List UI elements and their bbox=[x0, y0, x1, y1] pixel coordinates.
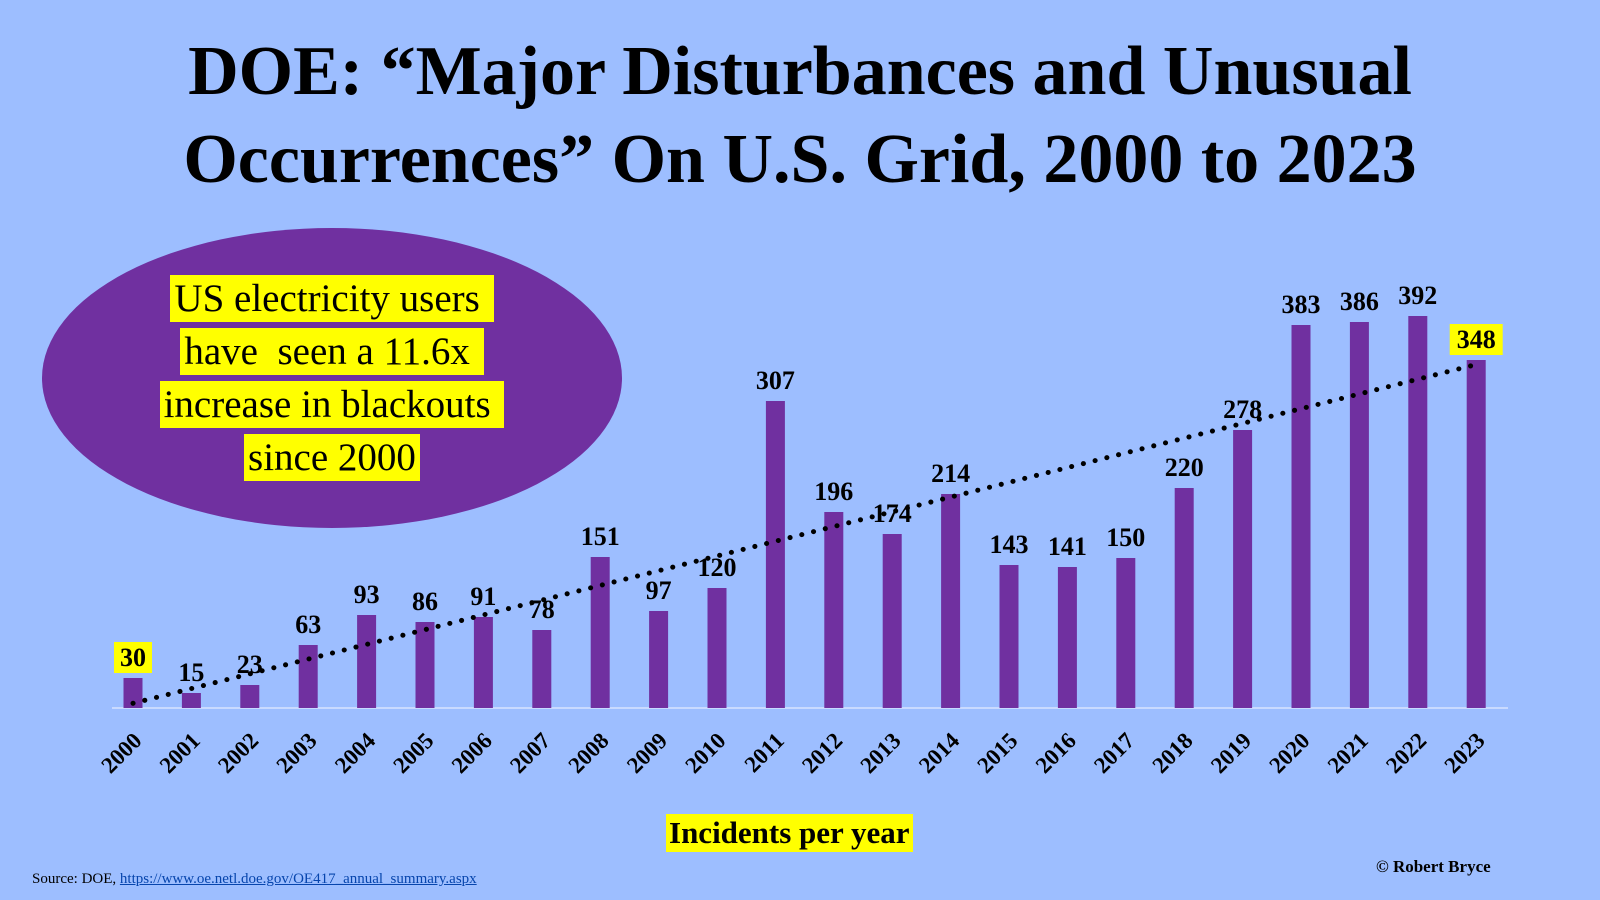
trend-line bbox=[130, 362, 1479, 706]
callout-line-3: increase in blackouts bbox=[159, 381, 505, 428]
data-label-2001: 15 bbox=[178, 658, 204, 687]
x-tick-label-2002: 2002 bbox=[213, 728, 263, 778]
x-tick-label-2021: 2021 bbox=[1323, 728, 1373, 778]
x-tick-label-2019: 2019 bbox=[1206, 728, 1256, 778]
bar-2009 bbox=[649, 611, 669, 708]
x-tick-label-2012: 2012 bbox=[797, 728, 847, 778]
x-tick-label-2022: 2022 bbox=[1381, 728, 1431, 778]
bar-2012 bbox=[824, 512, 844, 708]
bar-2015 bbox=[999, 565, 1019, 708]
data-label-2014: 214 bbox=[931, 459, 970, 488]
x-tick-label-2011: 2011 bbox=[740, 728, 789, 777]
x-tick-label-2000: 2000 bbox=[96, 728, 146, 778]
x-tick-label-2018: 2018 bbox=[1148, 728, 1198, 778]
bar-2023 bbox=[1466, 360, 1486, 708]
data-label-2002: 23 bbox=[237, 650, 263, 679]
x-tick-label-2006: 2006 bbox=[447, 728, 497, 778]
data-label-highlight-2023 bbox=[1449, 324, 1503, 355]
data-label-2013: 174 bbox=[873, 499, 912, 528]
data-label-2023: 348 bbox=[1457, 325, 1496, 354]
chart-title-line-2: Occurrences” On U.S. Grid, 2000 to 2023 bbox=[183, 121, 1417, 198]
data-labels: 30 15 23 63 93 86 91 78 151 97 120 307 196 174 214 143 1… bbox=[120, 281, 1496, 687]
data-label-highlight-2000 bbox=[114, 642, 152, 673]
data-label-2012: 196 bbox=[814, 477, 853, 506]
data-label-2020: 383 bbox=[1282, 290, 1321, 319]
chart-title-line-1: DOE: “Major Disturbances and Unusual bbox=[188, 33, 1412, 110]
bar-2006 bbox=[473, 617, 493, 708]
bar-2003 bbox=[298, 645, 318, 708]
data-label-2008: 151 bbox=[581, 522, 620, 551]
callout-line-4: since 2000 bbox=[244, 434, 420, 481]
data-label-2011: 307 bbox=[756, 366, 795, 395]
source-note: Source: DOE, https://www.oe.netl.doe.gov… bbox=[32, 871, 477, 888]
x-tick-label-2015: 2015 bbox=[972, 728, 1022, 778]
bar-2007 bbox=[532, 630, 552, 708]
x-tick-label-2001: 2001 bbox=[155, 728, 205, 778]
x-tick-label-2005: 2005 bbox=[388, 728, 438, 778]
data-label-2021: 386 bbox=[1340, 287, 1379, 316]
chart-title: DOE: “Major Disturbances and Unusual Occ… bbox=[0, 28, 1600, 204]
x-tick-label-2004: 2004 bbox=[330, 728, 381, 779]
bar-2021 bbox=[1349, 322, 1369, 708]
callout-line-1: US electricity users bbox=[170, 275, 494, 322]
data-label-2016: 141 bbox=[1048, 532, 1087, 561]
data-label-2006: 91 bbox=[470, 582, 496, 611]
bar-2020 bbox=[1291, 325, 1311, 708]
bar-2004 bbox=[357, 615, 377, 708]
data-label-2005: 86 bbox=[412, 587, 438, 616]
source-prefix: Source: DOE, bbox=[32, 871, 120, 887]
x-tick-label-2008: 2008 bbox=[564, 728, 614, 778]
x-axis-title: Incidents per year bbox=[666, 814, 913, 852]
x-tick-label-2003: 2003 bbox=[272, 728, 322, 778]
bar-2017 bbox=[1116, 558, 1136, 708]
bar-2016 bbox=[1057, 567, 1077, 708]
bar-2011 bbox=[765, 401, 785, 708]
callout-ellipse: US electricity users have seen a 11.6x i… bbox=[42, 228, 622, 528]
bar-2001 bbox=[181, 693, 201, 708]
data-label-2003: 63 bbox=[295, 610, 321, 639]
x-tick-label-2020: 2020 bbox=[1264, 728, 1314, 778]
bar-2000 bbox=[123, 678, 143, 708]
bar-2022 bbox=[1408, 316, 1428, 708]
data-label-2000: 30 bbox=[120, 643, 146, 672]
copyright-credit: © Robert Bryce bbox=[1376, 857, 1491, 876]
source-link[interactable]: https://www.oe.netl.doe.gov/OE417_annual… bbox=[119, 871, 477, 887]
x-tick-label-2023: 2023 bbox=[1440, 728, 1490, 778]
bar-2010 bbox=[707, 588, 727, 708]
data-label-2004: 93 bbox=[354, 580, 380, 609]
bar-2002 bbox=[240, 685, 260, 708]
data-label-2007: 78 bbox=[529, 595, 555, 624]
x-tick-label-2010: 2010 bbox=[680, 728, 730, 778]
data-label-2017: 150 bbox=[1106, 523, 1145, 552]
data-label-2018: 220 bbox=[1165, 453, 1204, 482]
bar-2008 bbox=[590, 557, 610, 708]
x-tick-label-2007: 2007 bbox=[505, 728, 555, 778]
bar-2014 bbox=[941, 494, 961, 708]
bar-2005 bbox=[415, 622, 435, 708]
data-label-2010: 120 bbox=[698, 553, 737, 582]
callout-line-2: have seen a 11.6x bbox=[180, 328, 484, 375]
bar-2018 bbox=[1174, 488, 1194, 708]
data-label-2019: 278 bbox=[1223, 395, 1262, 424]
data-label-2015: 143 bbox=[990, 530, 1029, 559]
bar-2013 bbox=[882, 534, 902, 708]
bar-2019 bbox=[1233, 430, 1253, 708]
x-tick-label-2016: 2016 bbox=[1031, 728, 1081, 778]
x-tick-label-2009: 2009 bbox=[622, 728, 672, 778]
x-tick-label-2013: 2013 bbox=[856, 728, 906, 778]
data-label-2009: 97 bbox=[646, 576, 672, 605]
data-label-2022: 392 bbox=[1398, 281, 1437, 310]
x-tick-label-2017: 2017 bbox=[1089, 728, 1139, 778]
x-tick-label-2014: 2014 bbox=[914, 728, 965, 779]
